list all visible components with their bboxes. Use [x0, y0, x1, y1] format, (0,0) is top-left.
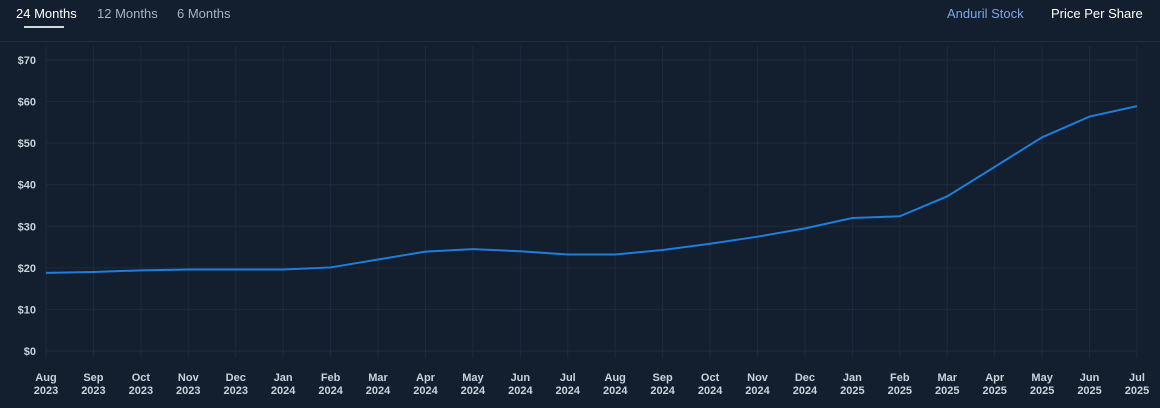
y-tick-label: $0: [24, 346, 36, 358]
x-tick-label: Sep 2024: [650, 372, 675, 397]
x-tick-label: Mar 2024: [366, 372, 391, 397]
x-tick-label: Jan 2025: [840, 372, 864, 397]
tab-6-months[interactable]: 6 Months: [177, 6, 231, 21]
series-line-anduril-stock: [45, 105, 1138, 274]
x-tick-label: Feb 2024: [318, 372, 343, 397]
x-tick-label: May 2024: [461, 372, 486, 397]
price-line-chart: $0 $10 $20 $30 $40 $50 $60 $70 Aug 2023 Sep 2023 Oc…: [18, 46, 1149, 397]
x-tick-label: Aug 2024: [603, 372, 628, 397]
series-toggle-anduril-stock[interactable]: Anduril Stock: [947, 6, 1024, 21]
chart-grid: [45, 46, 1138, 358]
x-tick-label: Jul 2025: [1125, 372, 1149, 397]
y-axis: $0 $10 $20 $30 $40 $50 $60 $70: [18, 55, 36, 358]
x-tick-label: Feb 2025: [888, 372, 912, 397]
x-tick-label: Jul 2024: [556, 372, 581, 397]
x-tick-label: Apr 2024: [413, 372, 438, 397]
x-tick-label: Aug 2023: [34, 372, 58, 397]
y-tick-label: $10: [18, 304, 36, 316]
x-tick-label: Nov 2024: [745, 372, 770, 397]
x-tick-label: Jan 2024: [271, 372, 296, 397]
y-tick-label: $20: [18, 263, 36, 275]
y-tick-label: $40: [18, 180, 36, 192]
x-axis: Aug 2023 Sep 2023 Oct 2023 Nov 2023 Dec 2023 Jan 20…: [34, 372, 1149, 397]
y-tick-label: $30: [18, 221, 36, 233]
x-tick-label: Apr 2025: [982, 372, 1006, 397]
x-tick-label: Nov 2023: [176, 372, 200, 397]
x-tick-label: Jun 2025: [1077, 372, 1101, 397]
x-tick-label: Sep 2023: [81, 372, 105, 397]
x-tick-label: Oct 2024: [698, 372, 723, 397]
x-tick-label: Dec 2023: [223, 372, 247, 397]
x-tick-label: May 2025: [1030, 372, 1054, 397]
tab-12-months[interactable]: 12 Months: [97, 6, 158, 21]
tab-24-months[interactable]: 24 Months: [16, 6, 77, 21]
x-tick-label: Dec 2024: [793, 372, 818, 397]
metric-price-per-share[interactable]: Price Per Share: [1051, 6, 1143, 21]
chart-header: 24 Months 12 Months 6 Months Anduril Sto…: [0, 0, 1160, 42]
x-tick-label: Oct 2023: [129, 372, 153, 397]
y-tick-label: $60: [18, 97, 36, 109]
x-tick-label: Mar 2025: [935, 372, 959, 397]
active-tab-underline: [24, 26, 64, 28]
x-tick-label: Jun 2024: [508, 372, 533, 397]
y-tick-label: $70: [18, 55, 36, 67]
y-tick-label: $50: [18, 138, 36, 150]
